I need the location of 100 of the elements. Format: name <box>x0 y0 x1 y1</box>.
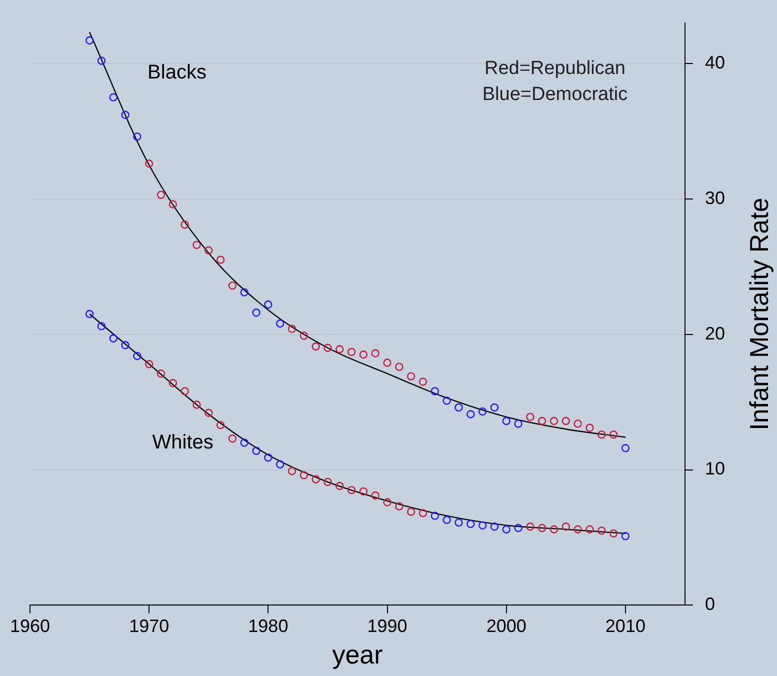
point <box>324 344 332 352</box>
point <box>336 345 344 354</box>
point <box>454 518 463 527</box>
point <box>228 434 237 443</box>
point <box>621 532 630 540</box>
point <box>502 525 510 534</box>
point <box>442 396 451 405</box>
annotation: Blue=Democratic <box>482 84 628 106</box>
point <box>180 220 189 229</box>
point <box>312 342 320 351</box>
point <box>264 300 272 309</box>
x-tick-label: 1970 <box>129 616 170 636</box>
y-tick-label: 40 <box>704 52 726 72</box>
point <box>383 358 392 367</box>
point <box>609 529 618 538</box>
point <box>216 256 225 264</box>
point <box>156 190 166 199</box>
point <box>336 482 344 490</box>
x-axis-title: year <box>332 640 384 670</box>
point <box>109 334 118 342</box>
point <box>97 322 106 330</box>
point <box>288 467 296 476</box>
point <box>466 410 475 418</box>
point <box>514 420 522 428</box>
point <box>490 403 499 412</box>
point <box>586 525 594 534</box>
point <box>574 525 582 534</box>
point <box>598 430 606 439</box>
point <box>454 403 463 412</box>
y-tick-label: 20 <box>704 323 726 344</box>
point <box>526 522 534 531</box>
point <box>133 352 142 360</box>
point <box>192 240 201 250</box>
point <box>324 478 332 486</box>
point <box>418 509 428 518</box>
point <box>252 446 260 455</box>
point <box>562 522 570 531</box>
y-tick-label: 0 <box>704 594 715 614</box>
point <box>406 372 416 380</box>
point <box>478 407 487 416</box>
point <box>288 324 296 333</box>
point <box>371 491 380 500</box>
x-tick-label: 1990 <box>367 616 408 636</box>
point <box>121 110 130 119</box>
point <box>490 522 499 531</box>
point <box>418 378 428 386</box>
point <box>144 160 154 168</box>
point <box>466 520 475 528</box>
point <box>347 348 356 356</box>
point <box>371 349 380 358</box>
point <box>442 516 451 524</box>
point <box>562 416 570 426</box>
x-tick-label: 1980 <box>248 616 288 636</box>
point <box>430 387 439 396</box>
point <box>514 524 522 532</box>
point <box>478 521 487 530</box>
y-tick-label: 10 <box>704 458 726 479</box>
point <box>133 132 142 141</box>
point <box>109 93 118 102</box>
point <box>192 400 201 409</box>
point <box>276 460 284 468</box>
point <box>156 369 166 378</box>
x-tick-label: 1960 <box>10 616 50 636</box>
point <box>300 332 308 340</box>
point <box>168 200 178 208</box>
point <box>85 36 94 45</box>
point <box>574 420 582 428</box>
series-label: Whites <box>152 432 214 454</box>
point <box>216 420 225 430</box>
point <box>300 471 308 480</box>
point <box>97 56 106 65</box>
point <box>383 498 392 506</box>
point <box>121 341 130 350</box>
point <box>359 350 368 359</box>
point <box>264 453 272 462</box>
y-tick-label: 30 <box>704 188 726 208</box>
point <box>180 387 189 396</box>
point <box>228 281 237 290</box>
point <box>312 475 320 484</box>
series-label: Blacks <box>148 61 206 84</box>
point <box>204 408 213 417</box>
point <box>395 362 404 371</box>
point <box>406 508 416 516</box>
point <box>395 502 404 510</box>
point <box>276 319 284 328</box>
point <box>168 378 178 388</box>
point <box>359 487 368 496</box>
point <box>621 444 630 452</box>
point <box>598 526 606 535</box>
point <box>538 416 546 426</box>
point <box>240 438 248 447</box>
point <box>538 524 546 532</box>
point <box>526 412 534 422</box>
x-tick-label: 2000 <box>486 616 526 636</box>
point <box>240 288 248 296</box>
point <box>550 525 558 534</box>
point <box>586 424 594 432</box>
point <box>609 430 618 439</box>
point <box>252 308 260 317</box>
point <box>430 512 439 520</box>
